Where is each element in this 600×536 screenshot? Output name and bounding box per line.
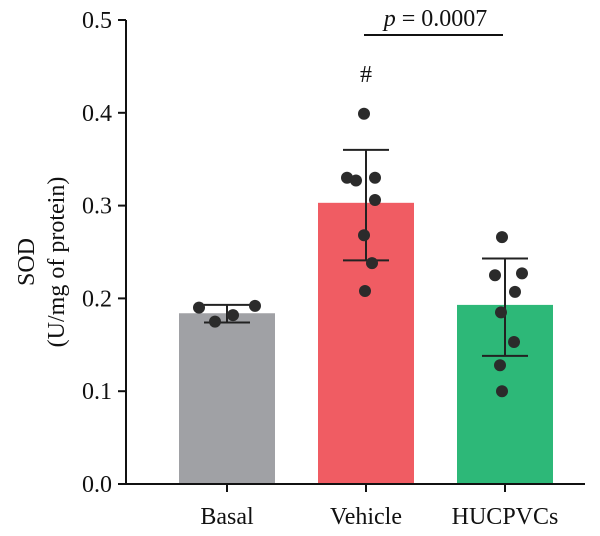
data-point — [516, 267, 528, 280]
significance-label: p = 0.0007 — [382, 6, 488, 32]
data-point — [369, 171, 381, 184]
data-point — [495, 306, 507, 319]
y-tick-label: 0.2 — [82, 286, 112, 312]
data-point — [496, 231, 508, 244]
x-tick-label-basal: Basal — [200, 504, 254, 530]
data-point — [509, 285, 521, 298]
y-tick-label: 0.3 — [82, 194, 112, 220]
data-point — [341, 171, 353, 184]
data-point — [227, 309, 239, 322]
y-tick-label: 0.1 — [82, 379, 112, 405]
data-point — [369, 194, 381, 207]
bar-basal — [179, 313, 275, 484]
y-tick-label: 0.4 — [82, 101, 112, 127]
significance-value: = 0.0007 — [396, 6, 488, 32]
significance-marker: # — [360, 62, 372, 88]
data-point — [366, 257, 378, 270]
x-tick-label-vehicle: Vehicle — [330, 504, 402, 530]
y-axis-label-line1: SOD — [14, 238, 40, 286]
data-point — [350, 174, 362, 187]
data-point — [359, 284, 371, 297]
data-point — [496, 385, 508, 398]
data-point — [209, 315, 221, 328]
data-point — [249, 299, 261, 312]
significance-p-symbol: p — [382, 6, 396, 32]
data-point — [489, 269, 501, 282]
data-point — [193, 301, 205, 314]
data-point — [508, 336, 520, 349]
plot-area: 0.0 0.1 0.2 0.3 0.4 0.5 Basal Vehicle HUCPVCs p =… — [82, 6, 585, 530]
data-point — [358, 107, 370, 120]
x-tick-label-hucpvcs: HUCPVCs — [452, 504, 559, 530]
data-point — [494, 359, 506, 372]
y-tick-label: 0.5 — [82, 8, 112, 34]
data-point — [358, 229, 370, 242]
y-tick-label: 0.0 — [82, 472, 112, 498]
y-axis-label-line2: (U/mg of protein) — [44, 177, 70, 348]
